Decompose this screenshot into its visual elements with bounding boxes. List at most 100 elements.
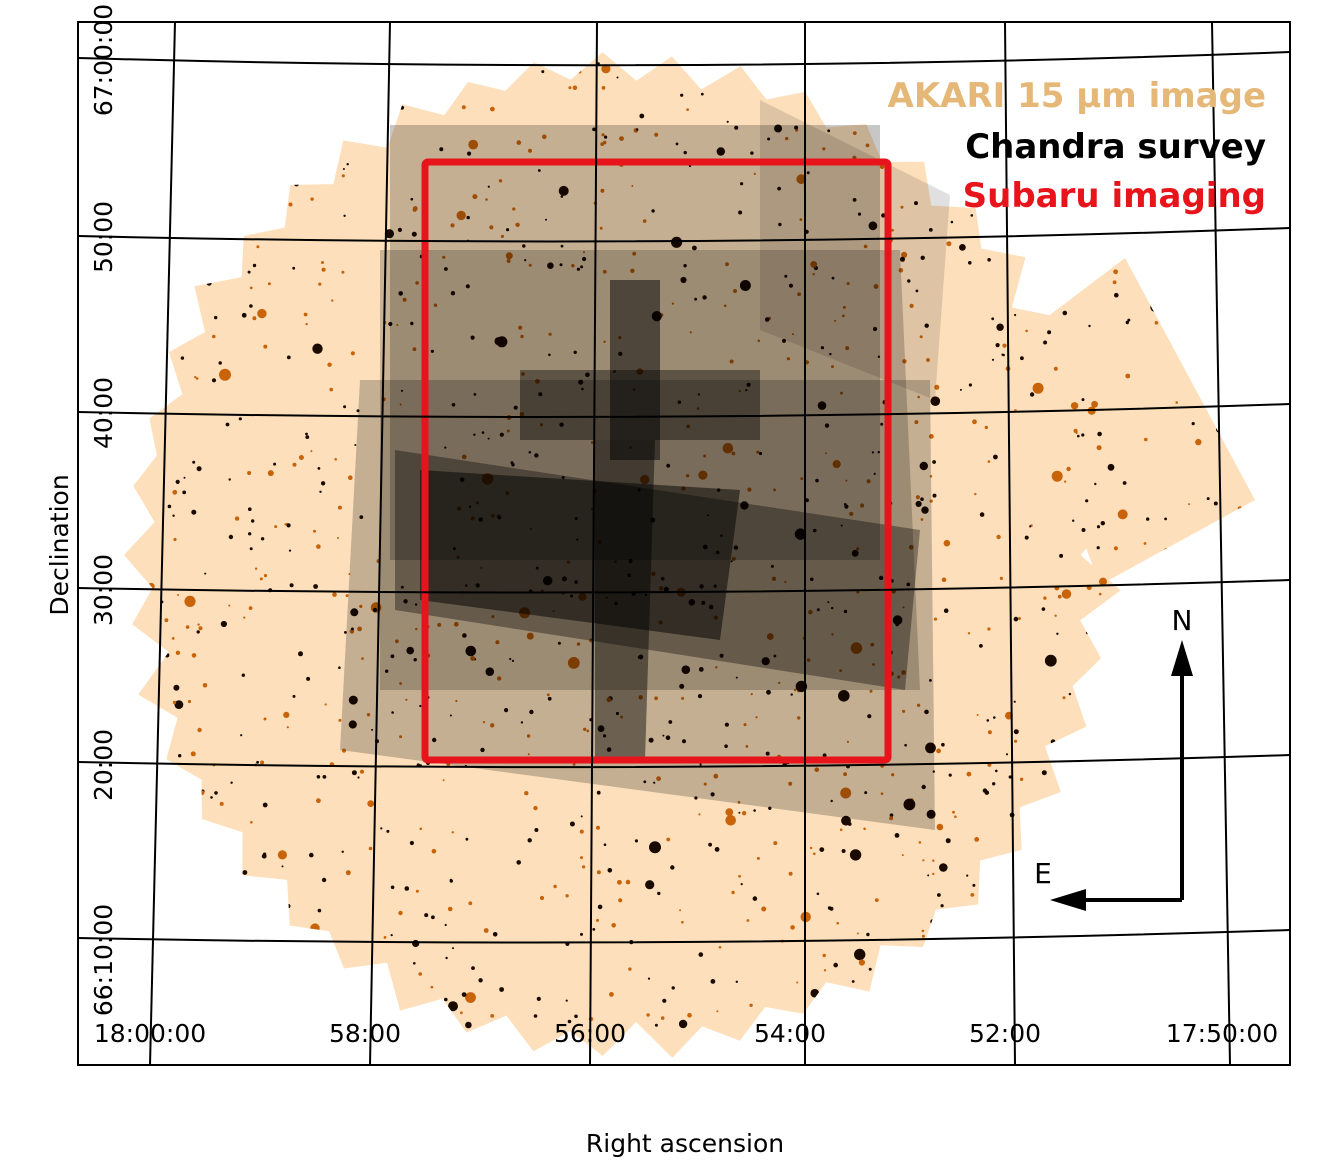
source [948, 940, 954, 945]
source [1078, 241, 1082, 245]
source [317, 930, 320, 933]
source [472, 194, 478, 200]
source [872, 663, 875, 666]
source [240, 167, 250, 178]
source [211, 378, 217, 383]
source [466, 215, 470, 220]
source [1112, 983, 1124, 995]
source [317, 908, 322, 913]
source [1154, 321, 1159, 325]
source [1192, 826, 1196, 830]
source [1209, 320, 1221, 331]
source [846, 740, 850, 744]
source [303, 312, 308, 317]
source [919, 461, 928, 471]
source [324, 703, 327, 706]
source [716, 1010, 719, 1013]
source [1166, 721, 1172, 727]
source [141, 339, 144, 342]
source [921, 784, 926, 790]
source [767, 137, 771, 141]
source [574, 1014, 578, 1019]
source [395, 639, 399, 644]
source [681, 920, 684, 924]
source [309, 852, 314, 858]
source [1088, 324, 1091, 328]
source [573, 350, 577, 354]
source [1082, 733, 1086, 736]
source [1074, 857, 1078, 861]
source [212, 130, 217, 135]
source [944, 121, 949, 126]
source [902, 606, 905, 609]
source [449, 878, 453, 882]
source [1247, 858, 1251, 862]
source [329, 387, 334, 392]
source [1185, 243, 1190, 248]
source [841, 314, 845, 318]
source [262, 174, 272, 185]
plot-frame [77, 21, 1291, 1066]
source [282, 141, 287, 146]
source [797, 292, 801, 297]
source [697, 694, 703, 699]
source [348, 475, 353, 481]
source [921, 934, 925, 938]
source [1233, 606, 1237, 610]
source [846, 282, 850, 286]
source [548, 353, 551, 357]
source [528, 148, 532, 153]
source [371, 112, 374, 115]
source [841, 849, 846, 853]
source [857, 212, 862, 216]
source [247, 270, 251, 274]
source [558, 185, 569, 196]
source [172, 700, 177, 705]
source [854, 948, 866, 961]
source [1085, 499, 1089, 503]
source [397, 227, 402, 232]
source [245, 1020, 249, 1024]
source [1205, 655, 1209, 659]
source [317, 467, 321, 470]
source [1229, 569, 1237, 577]
source [398, 291, 404, 296]
source [505, 252, 513, 260]
source [904, 743, 907, 747]
source [832, 460, 841, 469]
source [455, 699, 458, 703]
source [839, 828, 843, 832]
source [933, 617, 938, 621]
source [500, 234, 504, 238]
source [311, 1024, 315, 1028]
source [560, 195, 564, 198]
source [1059, 938, 1070, 949]
source [430, 349, 434, 353]
source [249, 304, 253, 308]
source [511, 463, 515, 467]
source [380, 827, 383, 830]
source [499, 432, 504, 437]
source [255, 959, 260, 964]
source [948, 773, 952, 777]
source [572, 763, 576, 766]
source [715, 666, 718, 669]
x-tick-label: 54:00 [754, 1019, 826, 1048]
source [413, 658, 417, 662]
source [607, 868, 613, 873]
source [894, 833, 900, 838]
source [379, 131, 382, 134]
source [228, 604, 231, 607]
source [1107, 847, 1111, 851]
source [1054, 614, 1057, 617]
source [885, 135, 891, 141]
source [481, 431, 485, 434]
source [930, 396, 941, 407]
source [698, 470, 708, 480]
source [637, 655, 641, 659]
source [868, 221, 878, 231]
source [205, 147, 210, 152]
source [700, 92, 704, 96]
source [725, 815, 736, 826]
source [490, 1014, 495, 1018]
